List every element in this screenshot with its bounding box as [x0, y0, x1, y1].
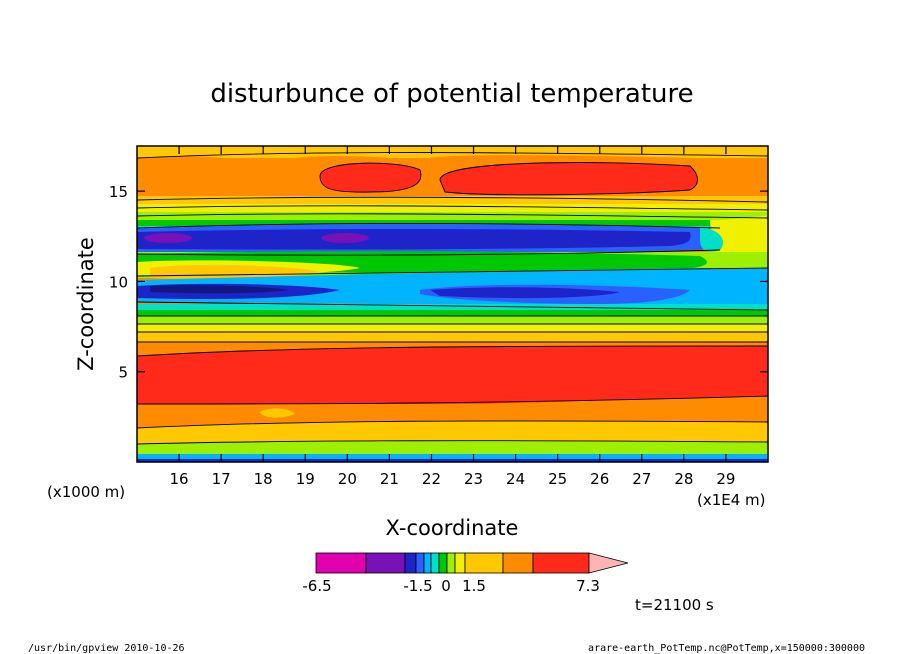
x-tick-label: 16 [170, 470, 189, 488]
x-tick-label: 29 [716, 470, 735, 488]
blob-red-upper-2 [440, 162, 698, 195]
colorbar-segment [365, 552, 406, 574]
y-tick-label: 5 [118, 364, 128, 382]
x-tick-label: 25 [548, 470, 567, 488]
band-y1 [137, 196, 768, 204]
colorbar-label: -1.5 [403, 577, 432, 595]
band-g4 [137, 316, 768, 324]
x-tick-label: 18 [254, 470, 273, 488]
colorbar [315, 552, 629, 574]
core-dark-lower-left [150, 285, 290, 294]
x-axis: 16 17 18 19 20 21 22 23 24 25 26 27 28 29 [170, 146, 735, 488]
colorbar-label: 1.5 [462, 577, 486, 595]
y-tick-label: 15 [109, 183, 128, 201]
colorbar-segment [532, 552, 590, 574]
band-navy-lower-left [137, 283, 340, 300]
colorbar-segment [438, 552, 448, 574]
x-axis-title: X-coordinate [386, 516, 519, 540]
y-axis-title: Z-coordinate [74, 237, 98, 371]
band-navy-upper [137, 229, 691, 250]
time-label: t=21100 s [635, 596, 714, 614]
colorbar-segment [502, 552, 534, 574]
y-tick-label: 10 [109, 273, 128, 291]
band-y4 [137, 332, 768, 342]
blob-upper-left [137, 160, 195, 199]
band-g3 [137, 310, 768, 316]
x-unit-label: (x1E4 m) [697, 491, 766, 509]
footer-left: /usr/bin/gpview 2010-10-26 [28, 643, 185, 654]
colorbar-segment [423, 552, 432, 574]
band-red-lower [137, 346, 768, 404]
y-axis: 5 10 15 [109, 183, 768, 382]
x-tick-label: 26 [590, 470, 609, 488]
contour-field [137, 146, 768, 462]
blob-red-upper-1 [320, 163, 421, 193]
colorbar-segment [446, 552, 456, 574]
x-tick-label: 23 [464, 470, 483, 488]
band-y2 [137, 204, 768, 212]
colorbar-segment [464, 552, 504, 574]
wedge-cyan-right [700, 226, 724, 252]
colorbar-label: 7.3 [576, 577, 600, 595]
colorbar-segment [315, 552, 367, 574]
band-g2 [137, 220, 768, 226]
band-bottom-cyan [137, 454, 768, 462]
x-tick-label: 17 [212, 470, 231, 488]
colorbar-segment [404, 552, 417, 574]
band-top [137, 146, 768, 158]
colorbar-labels: -6.5 -1.5 0 1.5 7.3 [302, 577, 600, 595]
core-purple-1 [144, 233, 192, 243]
x-tick-label: 20 [338, 470, 357, 488]
chart-title: disturbunce of potential temperature [210, 79, 693, 109]
core-purple-2 [321, 233, 369, 243]
band-bottom-navy [137, 459, 768, 462]
colorbar-segment [454, 552, 466, 574]
plot-frame [136, 145, 769, 463]
x-tick-label: 28 [674, 470, 693, 488]
band-c2 [137, 304, 768, 310]
x-tick-label: 22 [422, 470, 441, 488]
x-tick-label: 27 [632, 470, 651, 488]
colorbar-segment [415, 552, 425, 574]
band-navy-lower-right [430, 287, 620, 299]
footer-right: arare-earth_PotTemp.nc@PotTemp,x=150000:… [588, 643, 865, 654]
contour-lines [137, 152, 768, 445]
band-g1 [137, 212, 768, 220]
blob-small-1 [260, 408, 295, 418]
y-unit-label: (x1000 m) [47, 483, 125, 501]
colorbar-label: -6.5 [302, 577, 331, 595]
colorbar-segment [430, 552, 440, 574]
colorbar-arrow [588, 552, 629, 574]
x-tick-label: 24 [506, 470, 525, 488]
x-tick-label: 19 [296, 470, 315, 488]
x-tick-label: 21 [380, 470, 399, 488]
band-y3 [137, 324, 768, 332]
colorbar-label: 0 [441, 577, 451, 595]
